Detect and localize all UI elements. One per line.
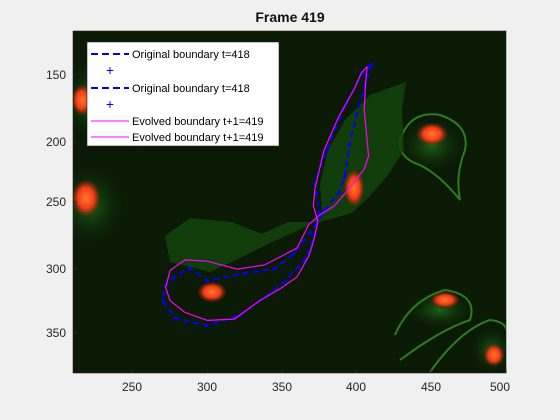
legend-swatch-plus: + <box>106 96 114 112</box>
original-boundary-marker: + <box>360 69 366 80</box>
original-boundary-marker: + <box>272 265 278 276</box>
evolved-boundary-line <box>164 66 370 322</box>
cell-nucleus <box>417 123 447 145</box>
cell-outline <box>394 288 473 361</box>
original-boundary-marker: + <box>291 249 297 260</box>
original-boundary-marker: + <box>312 178 318 189</box>
original-boundary-marker: + <box>172 273 178 284</box>
x-axis: 250 300 350 400 450 500 <box>122 369 510 394</box>
original-boundary-marker: + <box>204 322 210 333</box>
original-boundary-marker: + <box>187 264 193 275</box>
original-boundary-marker: + <box>282 277 288 288</box>
x-tick-label: 250 <box>122 380 142 394</box>
original-boundary-marker: + <box>204 277 210 288</box>
plot-area <box>73 31 506 373</box>
plot-title: Frame 419 <box>255 9 324 25</box>
original-boundary-marker: + <box>316 207 322 218</box>
legend-label: Evolved boundary t+1=419 <box>132 116 264 128</box>
original-boundary-marker: + <box>346 141 352 152</box>
legend[interactable]: Original boundary t=418 + Original bound… <box>86 41 280 147</box>
boundary-series: +++++++++++++++++++++++++++++ <box>160 60 375 333</box>
cell-outline <box>398 113 467 201</box>
original-boundary-marker: + <box>307 228 313 239</box>
x-tick-label: 350 <box>272 380 292 394</box>
legend-swatch-plus: + <box>106 62 114 78</box>
x-tick-label: 300 <box>197 380 217 394</box>
legend-label: Original boundary t=418 <box>132 49 250 61</box>
original-boundary-marker: + <box>242 269 248 280</box>
x-tick-label: 450 <box>421 380 441 394</box>
original-boundary-marker: + <box>336 189 342 200</box>
original-boundary-marker: + <box>172 314 178 325</box>
legend-label: Original boundary t=418 <box>132 83 250 95</box>
cell-outline <box>429 318 506 373</box>
original-boundary-line <box>161 63 373 327</box>
cell-nucleus <box>431 292 459 308</box>
cell-nucleus <box>73 180 100 216</box>
original-boundary-marker: + <box>369 60 375 71</box>
y-tick-label: 300 <box>46 262 66 276</box>
tracked-cell-nucleus <box>344 170 364 206</box>
original-boundary-marker: + <box>343 99 349 110</box>
tracked-cell-body <box>165 82 406 272</box>
original-boundary-marker: + <box>354 110 360 121</box>
original-boundary-marker: + <box>237 311 243 322</box>
x-tick-label: 500 <box>490 380 510 394</box>
legend-label: Evolved boundary t+1=419 <box>132 132 264 144</box>
original-boundary-marker: + <box>342 173 348 184</box>
legend-box <box>86 41 280 147</box>
y-tick-label: 200 <box>46 135 66 149</box>
cell-nucleus <box>484 344 504 366</box>
x-tick-label: 400 <box>346 380 366 394</box>
original-boundary-marker: + <box>160 297 166 308</box>
y-tick-label: 250 <box>46 195 66 209</box>
tracked-cell-nucleus <box>198 282 226 302</box>
y-tick-label: 350 <box>46 326 66 340</box>
y-axis: 150 200 250 300 350 <box>46 68 77 340</box>
y-tick-label: 150 <box>46 68 66 82</box>
original-boundary-marker: + <box>369 60 375 71</box>
original-boundary-marker: + <box>324 145 330 156</box>
